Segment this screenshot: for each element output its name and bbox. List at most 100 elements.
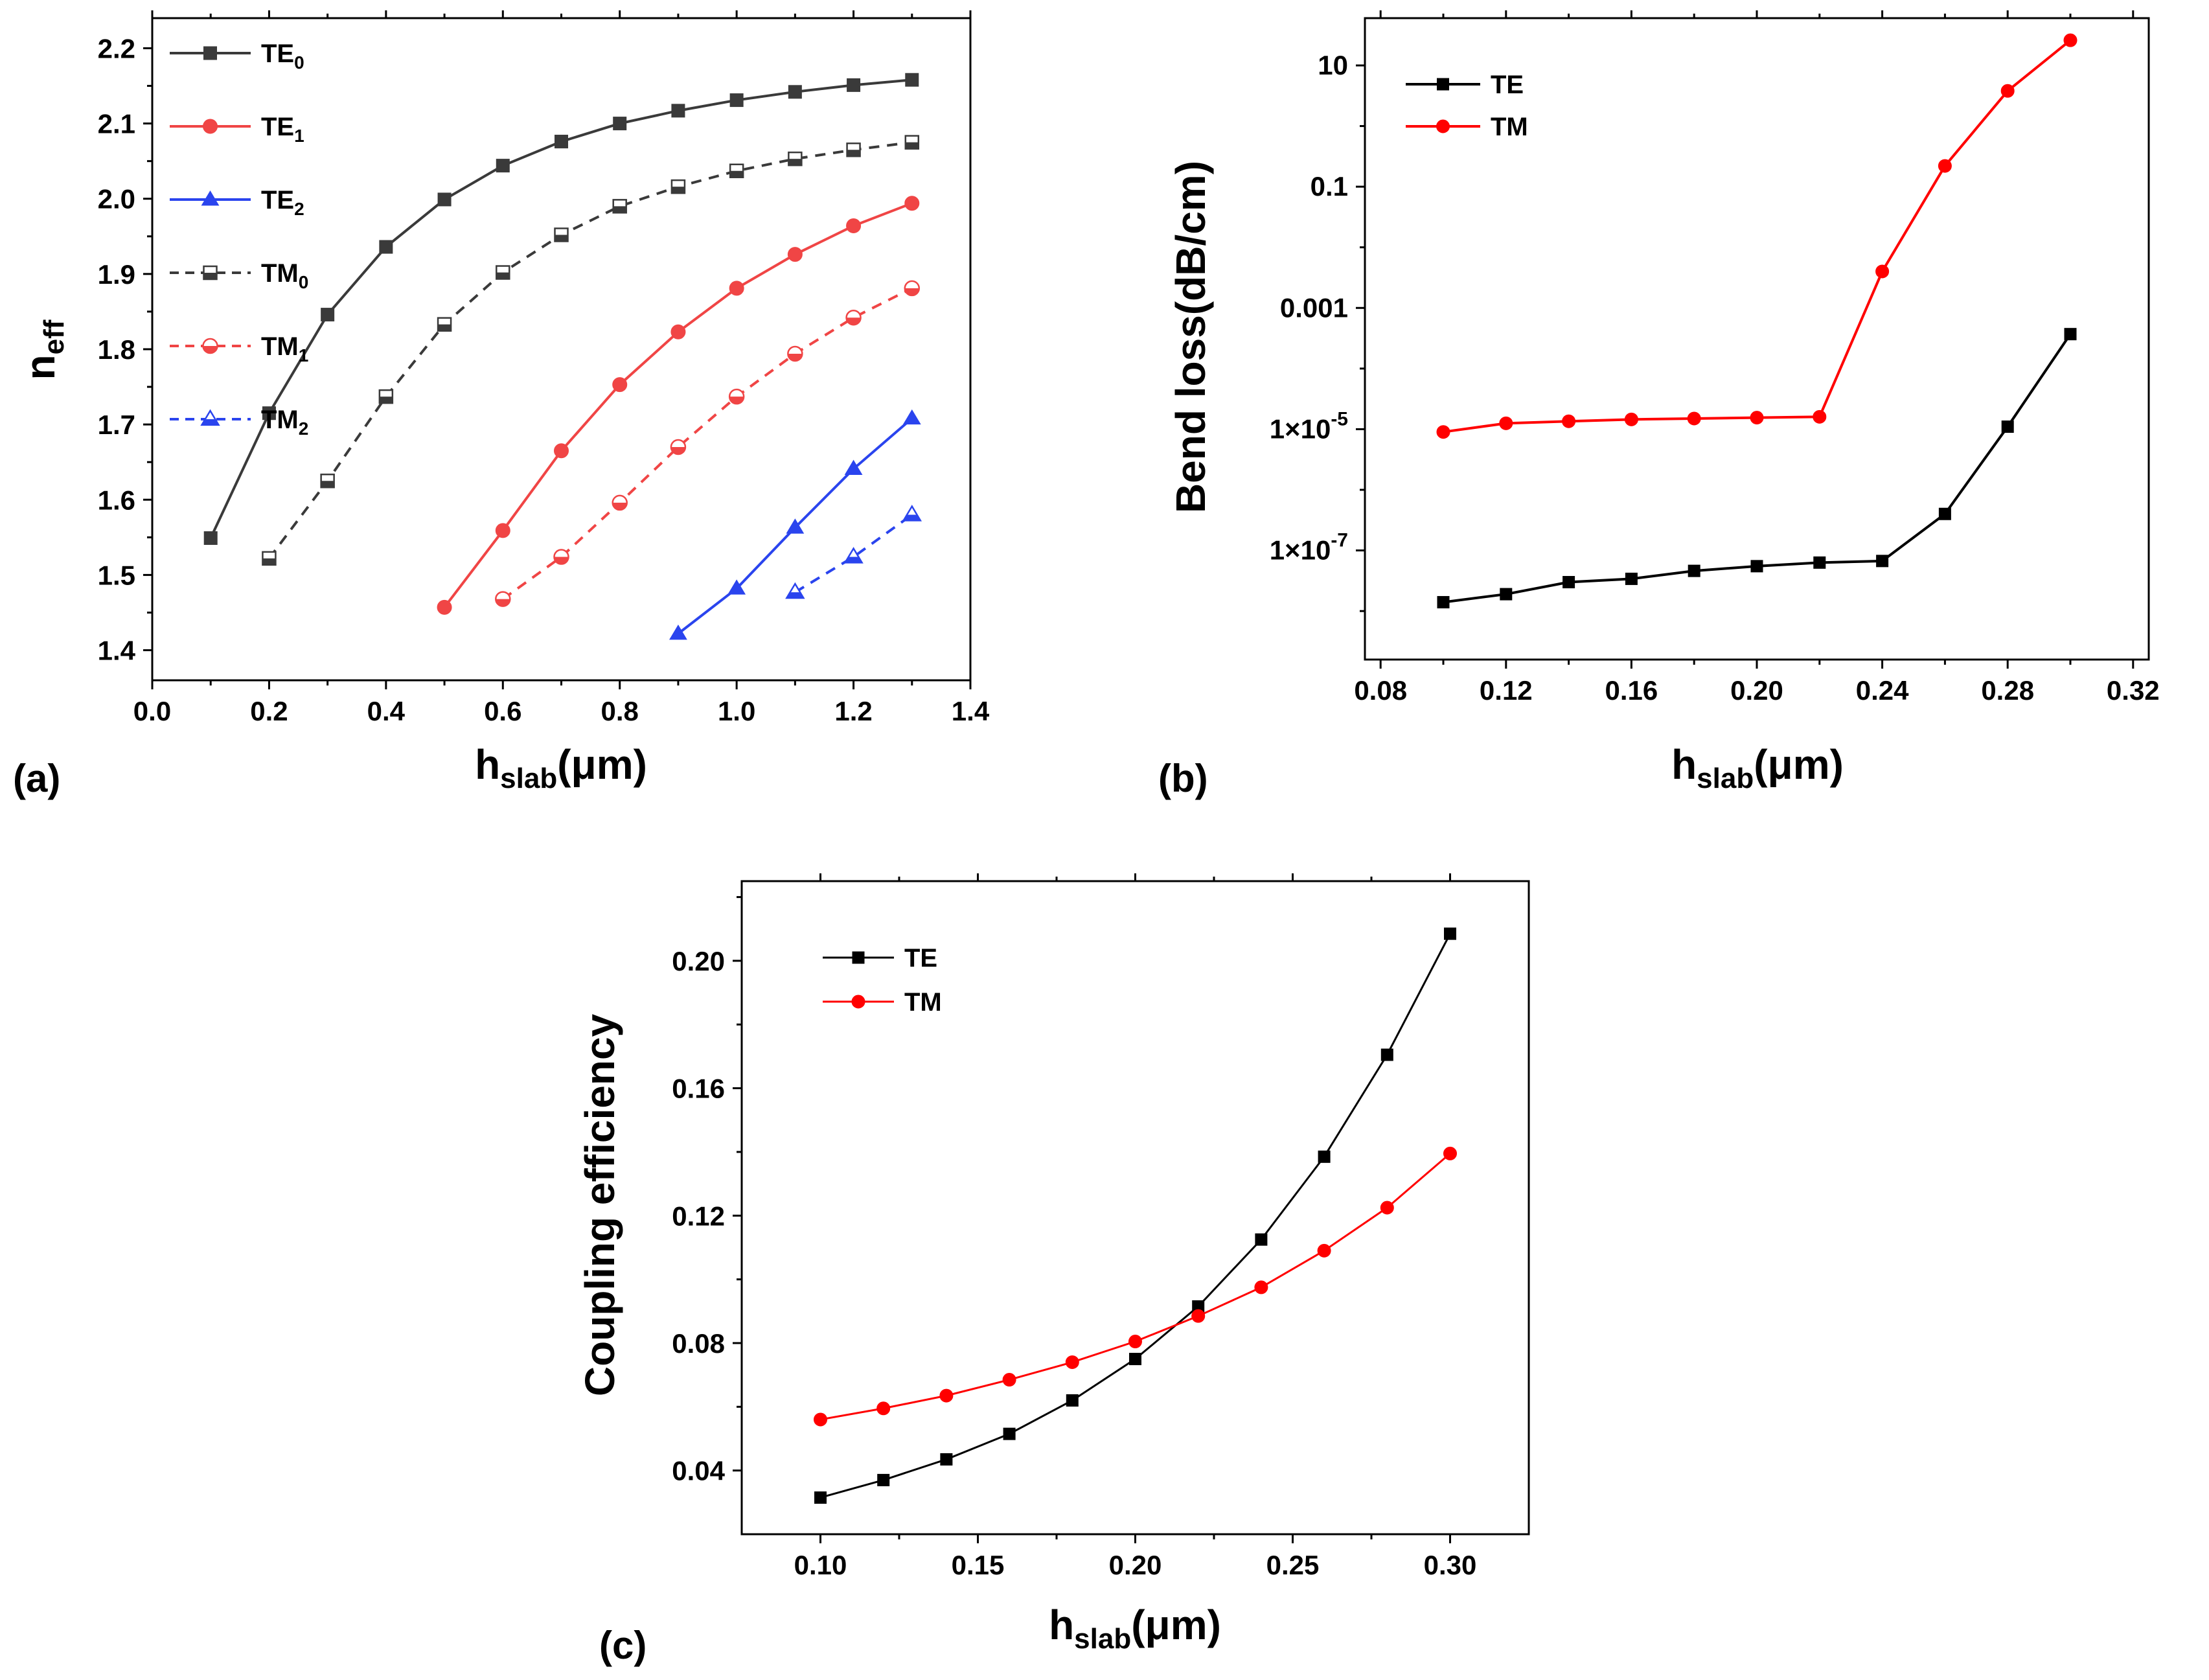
te0-series-point-11: [847, 78, 861, 92]
te2-series-point-2: [786, 518, 805, 534]
tm-series-point-10: [2063, 33, 2077, 47]
y-tick-label-1: 1.5: [98, 560, 135, 590]
tm-series-point-6: [1191, 1309, 1206, 1323]
x-tick-label-0: 0.10: [794, 1550, 847, 1580]
x-tick-label-0: 0.0: [133, 696, 171, 726]
panel-a-xlabel: hslab(μm): [475, 741, 647, 794]
tm-series-point-5: [1128, 1335, 1142, 1349]
tm1-series-point-4-fill: [729, 397, 744, 404]
y-tick-label-4: 1×10-7: [1270, 530, 1348, 566]
tm0-series-line: [268, 141, 913, 560]
te0-series-point-9: [729, 93, 744, 108]
tm-series-point-7: [1254, 1280, 1268, 1295]
te0-series-point-6: [555, 134, 568, 148]
x-tick-label-1: 0.12: [1480, 675, 1533, 706]
te1-series-point-4: [670, 324, 686, 339]
legend-entry-tm0: TM0: [170, 259, 308, 292]
x-tick-label-1: 0.15: [952, 1550, 1005, 1580]
tm2-series-point-0-fill: [786, 592, 804, 598]
tm0-series-point-11-fill: [905, 142, 919, 149]
legend-label-tm1: TM1: [261, 332, 308, 365]
tm2-series: [785, 505, 922, 599]
legend-entry-te1: TE1: [170, 113, 304, 146]
te-series-point-6: [1813, 556, 1826, 569]
legend-marker-tm: [851, 995, 865, 1009]
te1-series-point-0: [437, 599, 452, 615]
y-tick-label-2: 0.001: [1280, 292, 1348, 323]
te0-series: [203, 73, 919, 546]
panel-a-ticks: 0.0 0.2 0.4 0.6 0.8 1.0 1.2 1.4 1.4 1.5 1.6 1.7 1.8 1…: [98, 10, 990, 726]
legend-label-te2: TE2: [261, 186, 304, 219]
te-series: [1437, 328, 2077, 608]
legend-entry-tm: TM: [823, 988, 942, 1017]
te2-series-point-3: [844, 459, 863, 475]
te-series-point-2: [1562, 575, 1575, 588]
panel-c-plot-frame: [740, 880, 1530, 1536]
legend-label-tm2: TM2: [261, 406, 308, 439]
te0-series-point-1: [262, 406, 276, 420]
tm0-series-point-0-fill: [262, 558, 276, 565]
legend-marker-tm2-fill: [201, 419, 219, 425]
tm-series-point-4: [1065, 1355, 1079, 1369]
tm2-series-point-2-fill: [903, 514, 921, 521]
tm0-series-point-10-fill: [847, 150, 860, 157]
te-series-line: [820, 933, 1451, 1499]
tm-series-point-9: [2000, 84, 2015, 98]
legend-label-te: TE: [904, 944, 937, 972]
x-tick-label-1: 0.2: [250, 696, 288, 726]
legend-entry-te: TE: [823, 944, 937, 972]
tm0-series-point-1-fill: [321, 481, 334, 488]
x-tick-label-3: 0.6: [484, 696, 521, 726]
te-series-point-7: [1876, 555, 1889, 568]
te0-series-point-12: [905, 73, 919, 87]
x-tick-label-4: 0.24: [1856, 675, 1909, 706]
tm1-series-line: [502, 287, 913, 601]
tm1-series-point-0-fill: [496, 599, 510, 606]
legend-label-tm: TM: [904, 988, 942, 1017]
y-tick-label-2: 1.6: [98, 485, 135, 515]
tm0-series-point-2-fill: [379, 397, 393, 404]
panel-a-legend: TE0 TE1 TE2 TM0 TM1 TM2: [170, 40, 308, 439]
te1-series: [437, 196, 920, 615]
x-tick-label-6: 0.32: [2107, 675, 2160, 706]
legend-entry-tm: TM: [1406, 113, 1528, 141]
te0-series-point-10: [788, 85, 802, 99]
te0-series-point-2: [321, 308, 335, 322]
tm-series-point-2: [939, 1388, 954, 1403]
tm-series-point-1: [876, 1401, 891, 1416]
te2-series-point-4: [902, 409, 921, 425]
tm1-series-point-7-fill: [904, 288, 919, 295]
legend-marker-te2: [201, 190, 220, 206]
y-tick-label-8: 2.2: [98, 33, 135, 63]
tm0-series-point-6-fill: [613, 206, 626, 213]
tm-series: [1436, 33, 2077, 439]
tm0-series-point-4-fill: [496, 272, 510, 279]
te1-series-point-1: [495, 523, 510, 538]
panel-a-neff-chart: 0.0 0.2 0.4 0.6 0.8 1.0 1.2 1.4 1.4 1.5 1.6 1.7 1.8 1…: [13, 10, 990, 800]
tm1-series-point-1-fill: [554, 557, 569, 564]
y-tick-label-6: 2.0: [98, 184, 135, 214]
tm0-series-point-9-fill: [788, 159, 802, 166]
y-tick-label-0: 10: [1318, 50, 1348, 80]
tm2-series-line: [794, 513, 913, 593]
tm-series-point-10: [1443, 1146, 1457, 1160]
tm-series-line: [820, 1153, 1451, 1421]
legend-label-te0: TE0: [261, 40, 304, 73]
x-tick-label-7: 1.4: [952, 696, 990, 726]
tm0-series-point-7-fill: [671, 187, 685, 194]
x-tick-label-4: 0.30: [1424, 1550, 1477, 1580]
tm-series-point-8: [1317, 1243, 1331, 1258]
tm-series-point-9: [1380, 1201, 1394, 1215]
tm-series-line: [1443, 39, 2072, 433]
panel-b-ylabel: Bend loss(dB/cm): [1167, 161, 1214, 513]
te0-series-point-0: [203, 531, 218, 546]
te0-series-point-7: [613, 117, 627, 131]
te-series-point-8: [1938, 507, 1951, 520]
y-tick-label-1: 0.1: [1311, 171, 1348, 201]
x-tick-label-5: 1.0: [718, 696, 755, 726]
legend-entry-te2: TE2: [170, 186, 304, 219]
te-series-point-1: [877, 1473, 890, 1486]
x-tick-label-2: 0.20: [1109, 1550, 1162, 1580]
x-tick-label-2: 0.16: [1605, 675, 1658, 706]
te-series-point-5: [1129, 1353, 1141, 1366]
